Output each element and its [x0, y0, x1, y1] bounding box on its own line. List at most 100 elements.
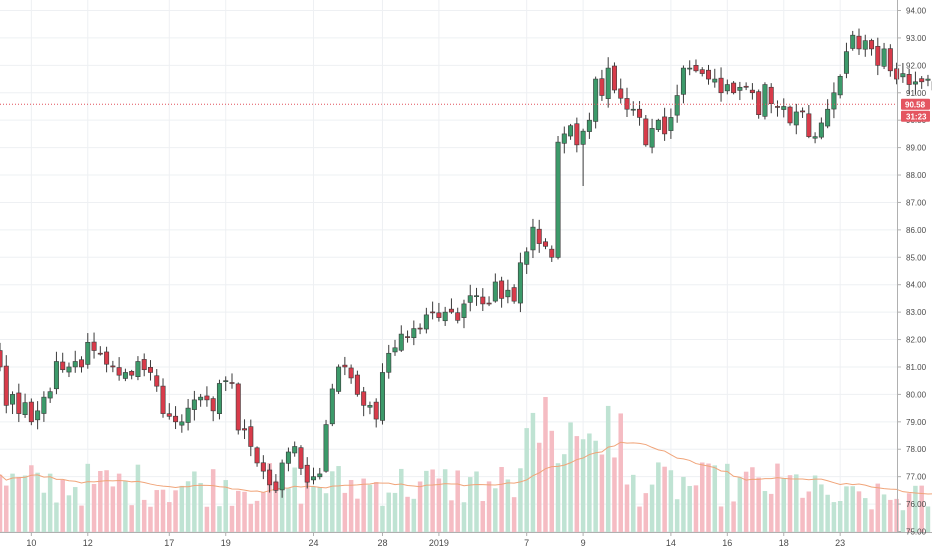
volume-bar: [72, 487, 78, 532]
volume-bar: [10, 473, 15, 532]
candle: [856, 28, 862, 55]
y-tick-label: 76.00: [906, 500, 927, 509]
volume-bar: [373, 482, 379, 532]
candle: [116, 357, 122, 381]
volume-bar: [173, 490, 178, 532]
candle-body: [856, 35, 862, 50]
candle: [568, 123, 574, 140]
volume-bar: [643, 493, 649, 532]
candle: [706, 64, 712, 85]
candle: [806, 105, 812, 139]
price-candles: [0, 28, 932, 498]
candle-body: [825, 108, 831, 127]
candle: [173, 406, 179, 430]
candle: [912, 71, 918, 95]
volume-bar: [906, 493, 912, 532]
candle-body: [925, 78, 931, 81]
candle: [285, 447, 291, 472]
candle: [317, 467, 323, 480]
volume-bar: [217, 506, 222, 532]
candle: [461, 299, 467, 329]
x-tick-label: 2019: [429, 538, 449, 548]
candle-body: [242, 428, 248, 431]
candle-body: [530, 226, 536, 251]
candle: [674, 84, 680, 123]
last-price-badge-bg: [901, 98, 930, 110]
candle: [900, 62, 906, 83]
volume-bar: [79, 505, 84, 532]
candle: [91, 332, 97, 359]
x-tick-label: 10: [26, 538, 36, 548]
volume-bar: [699, 462, 705, 532]
candle: [141, 353, 147, 377]
candle: [524, 247, 530, 274]
candle: [185, 399, 191, 431]
candle: [894, 62, 900, 85]
candle: [28, 398, 34, 426]
volume-bar: [881, 494, 887, 532]
volume-bar: [731, 501, 736, 532]
volume-bar: [449, 500, 454, 532]
volume-bar: [160, 489, 166, 532]
candle-body: [79, 359, 85, 368]
candle-body: [22, 402, 28, 415]
candle: [311, 467, 316, 485]
candle-body: [47, 391, 53, 399]
volume-bar: [562, 454, 567, 532]
candle: [279, 459, 285, 498]
candle: [530, 218, 536, 259]
candle-body: [53, 361, 59, 390]
volume-bar: [518, 468, 523, 532]
candle: [655, 118, 661, 132]
candle-body: [147, 367, 153, 373]
candle-body: [680, 67, 686, 95]
x-tick-label: 28: [377, 538, 387, 548]
candle-body: [141, 359, 147, 371]
candle-body: [549, 248, 555, 258]
candle: [812, 132, 818, 144]
candle: [499, 276, 505, 308]
candle-body: [135, 361, 141, 377]
candle-body: [373, 401, 379, 420]
volume-bar: [185, 481, 191, 532]
candle: [574, 117, 580, 153]
candle: [79, 356, 85, 373]
y-tick-label: 89.00: [906, 144, 927, 153]
volume-bar: [98, 471, 103, 532]
y-tick-label: 79.00: [906, 418, 927, 427]
time-axis[interactable]: 10 12 17 19 24 28 2019 7 9 14 16 18 23: [26, 532, 845, 548]
candle-body: [72, 361, 78, 368]
y-tick-label: 86.00: [906, 226, 927, 235]
volume-bar: [399, 468, 404, 532]
candle-body: [379, 372, 385, 421]
volume-bar: [304, 471, 310, 532]
volume-bar: [750, 467, 755, 532]
candle: [342, 356, 348, 376]
candle: [831, 82, 837, 119]
price-axis[interactable]: 94.0093.0092.0091.0090.0089.0088.0087.00…: [897, 7, 927, 537]
volume-bar: [286, 488, 291, 532]
candle-body: [586, 119, 592, 132]
volume-moving-average-line: [0, 441, 932, 495]
candle-body: [593, 78, 599, 122]
candle-body: [367, 405, 373, 408]
candle-body: [279, 462, 285, 491]
candle-body: [643, 118, 649, 146]
candle-body: [568, 125, 574, 137]
volume-bar: [543, 397, 548, 532]
candle-body: [285, 451, 291, 464]
volume-bar: [35, 472, 40, 532]
y-tick-label: 93.00: [906, 34, 927, 43]
volume-bar: [430, 469, 435, 532]
candle: [235, 382, 241, 435]
candle: [869, 38, 875, 56]
candle-body: [687, 67, 693, 70]
volume-bar: [380, 505, 385, 532]
volume-bar: [925, 506, 931, 532]
candle: [448, 298, 454, 314]
candle: [3, 355, 9, 414]
volume-bar: [486, 481, 492, 532]
candle-body: [505, 289, 511, 298]
volume-bar: [768, 493, 774, 532]
